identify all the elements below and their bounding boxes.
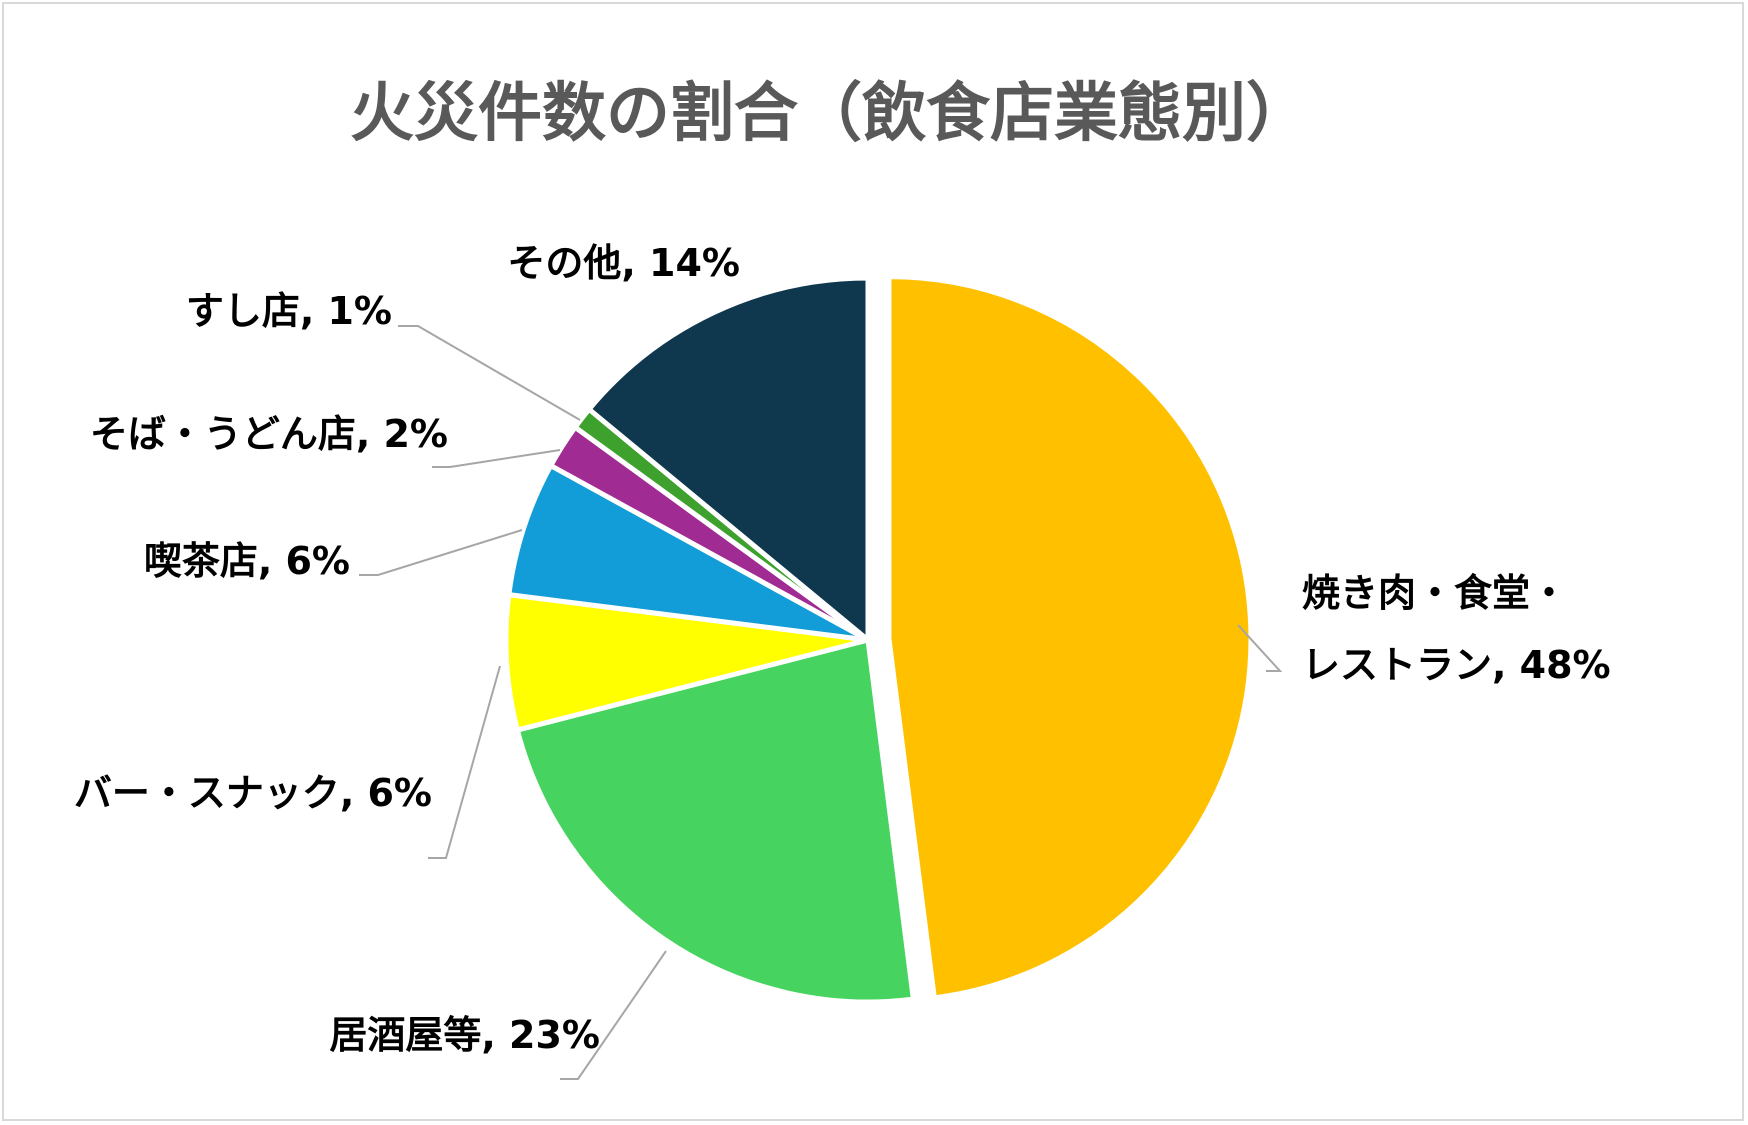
leader-line bbox=[428, 665, 501, 859]
data-label: 焼き肉・食堂・ bbox=[1302, 571, 1568, 615]
data-label: すし店, 1% bbox=[186, 289, 392, 333]
data-label: その他, 14% bbox=[507, 241, 740, 285]
data-label: レストラン, 48% bbox=[1302, 643, 1611, 687]
data-label: 居酒屋等, 23% bbox=[329, 1013, 600, 1057]
leader-line bbox=[560, 950, 667, 1080]
leader-line bbox=[1237, 624, 1283, 672]
pie-slice bbox=[886, 274, 1254, 1001]
leader-line bbox=[398, 325, 581, 421]
pie-slice bbox=[503, 592, 871, 733]
pie-slices bbox=[503, 274, 1254, 1005]
data-label: バー・スナック, 6% bbox=[74, 771, 432, 815]
leader-line bbox=[432, 449, 561, 468]
pie-slice bbox=[506, 463, 871, 643]
data-label: そば・うどん店, 2% bbox=[90, 412, 448, 456]
data-labels: 焼き肉・食堂・レストラン, 48% 居酒屋等, 23% バー・スナック, 6% 喫茶店… bbox=[74, 241, 1611, 1057]
leader-line bbox=[359, 529, 523, 576]
leader-lines bbox=[359, 325, 1283, 1080]
pie-slice bbox=[514, 637, 916, 1005]
data-label: 喫茶店, 6% bbox=[144, 539, 350, 583]
chart-title: 火災件数の割合（飲食店業態別） bbox=[350, 77, 1310, 151]
pie-slice bbox=[586, 275, 871, 643]
